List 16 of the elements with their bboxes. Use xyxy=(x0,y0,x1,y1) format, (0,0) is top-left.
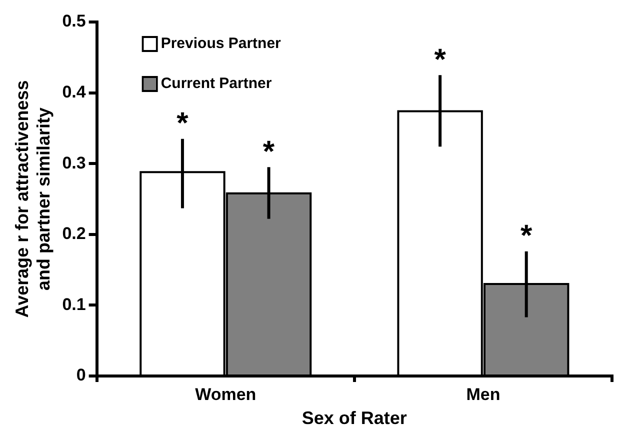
annotation: * xyxy=(434,43,446,76)
y-tick-label: 0.2 xyxy=(62,224,86,244)
x-axis-title: Sex of Rater xyxy=(302,408,407,428)
y-axis-title: Average r for attractiveness and partner similarity xyxy=(12,80,54,318)
legend-label: Previous Partner xyxy=(160,35,282,52)
annotation: * xyxy=(262,135,275,168)
y-tick-label: 0 xyxy=(76,366,86,385)
x-tick-label: Women xyxy=(195,384,256,404)
legend-label: Current Partner xyxy=(160,75,272,92)
y-tick-label: 0.4 xyxy=(62,82,86,102)
y-tick-label: 0.3 xyxy=(62,153,86,172)
annotation: * xyxy=(176,107,189,140)
y-tick-label: 0.5 xyxy=(62,12,86,31)
y-tick-label: 0.1 xyxy=(62,294,86,314)
x-tick-label: Men xyxy=(466,384,500,404)
annotation: * xyxy=(520,220,533,253)
